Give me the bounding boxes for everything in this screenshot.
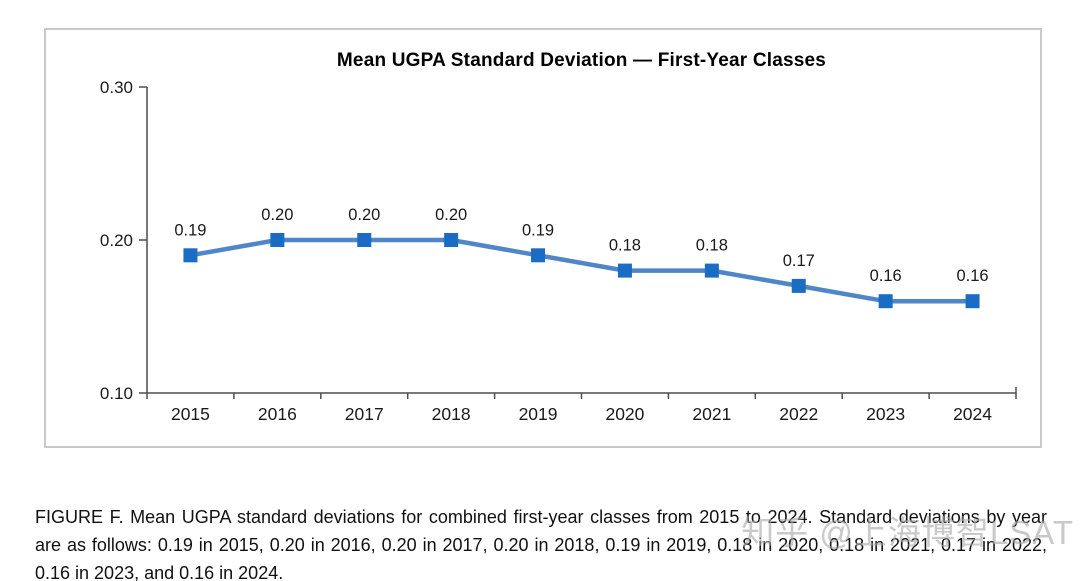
y-axis-tick-label: 0.20 (100, 231, 133, 250)
chart-panel: Mean UGPA Standard Deviation — First-Yea… (44, 28, 1042, 448)
line-chart: 0.30 0.20 0.10 2015 2016 2017 2018 2019 2020 2021… (100, 78, 1017, 424)
x-axis-tick-label: 2018 (432, 404, 471, 424)
series-line (188, 237, 975, 304)
x-axis-tick-label: 2020 (605, 404, 644, 424)
data-point-marker (444, 233, 459, 247)
data-point-label: 0.17 (783, 252, 815, 270)
data-point-label: 0.20 (348, 206, 380, 224)
data-point-label: 0.16 (870, 267, 902, 285)
data-point-marker (183, 248, 198, 263)
data-point-label: 0.20 (435, 206, 467, 224)
x-axis-tick-label: 2021 (692, 404, 731, 424)
x-axis-tick-label: 2022 (779, 404, 818, 424)
data-point-marker (965, 294, 980, 309)
data-point-marker (270, 233, 285, 247)
data-point-marker (357, 233, 372, 247)
x-axis-tick-label: 2023 (866, 404, 905, 424)
y-axis-tick-label: 0.30 (100, 78, 133, 97)
data-point-marker (791, 278, 806, 293)
x-axis-tick-label: 2024 (953, 404, 992, 424)
chart-title: Mean UGPA Standard Deviation — First-Yea… (336, 50, 827, 71)
x-axis-tick-label: 2016 (258, 404, 297, 424)
y-axis-tick-label: 0.10 (100, 384, 133, 403)
data-point-label: 0.16 (956, 267, 988, 285)
data-point-marker (878, 294, 893, 309)
figure-caption: FIGURE F. Mean UGPA standard deviations … (35, 507, 1047, 581)
data-point-label: 0.20 (261, 206, 293, 224)
data-point-label: 0.18 (609, 237, 641, 255)
data-point-marker (704, 263, 719, 278)
data-point-marker (531, 248, 546, 263)
x-axis-tick-label: 2019 (519, 404, 558, 424)
x-axis-tick-label: 2015 (171, 404, 210, 424)
x-axis-tick-label: 2017 (345, 404, 384, 424)
data-point-label: 0.19 (522, 221, 554, 239)
data-point-marker (617, 263, 632, 278)
data-point-label: 0.19 (174, 221, 206, 239)
data-point-label: 0.18 (696, 237, 728, 255)
